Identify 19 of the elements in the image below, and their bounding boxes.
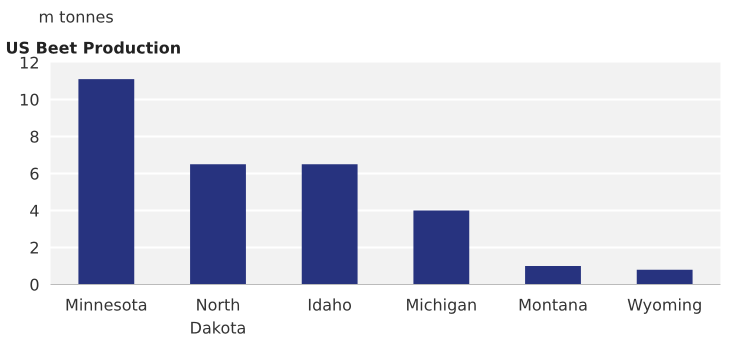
y-axis-title: m tonnes — [38, 8, 114, 26]
x-tick-label: Montana — [518, 296, 588, 314]
y-tick-label: 2 — [29, 238, 40, 258]
bar — [413, 210, 470, 284]
bar — [78, 79, 134, 284]
bar — [525, 266, 581, 284]
y-tick-label: 6 — [29, 164, 40, 184]
x-tick-label: North Dakota — [190, 296, 246, 338]
x-tick-label: Wyoming — [627, 296, 702, 314]
bar — [190, 164, 246, 284]
x-tick-label: Minnesota — [65, 296, 148, 314]
x-tick-label: Idaho — [307, 296, 352, 314]
y-tick-label: 0 — [29, 276, 40, 294]
bar — [302, 164, 358, 284]
bar — [636, 270, 693, 284]
x-tick-label: Michigan — [405, 296, 478, 314]
y-tick-label: 8 — [29, 128, 40, 146]
y-tick-label: 4 — [29, 202, 40, 220]
y-tick-label: 10 — [19, 90, 40, 110]
